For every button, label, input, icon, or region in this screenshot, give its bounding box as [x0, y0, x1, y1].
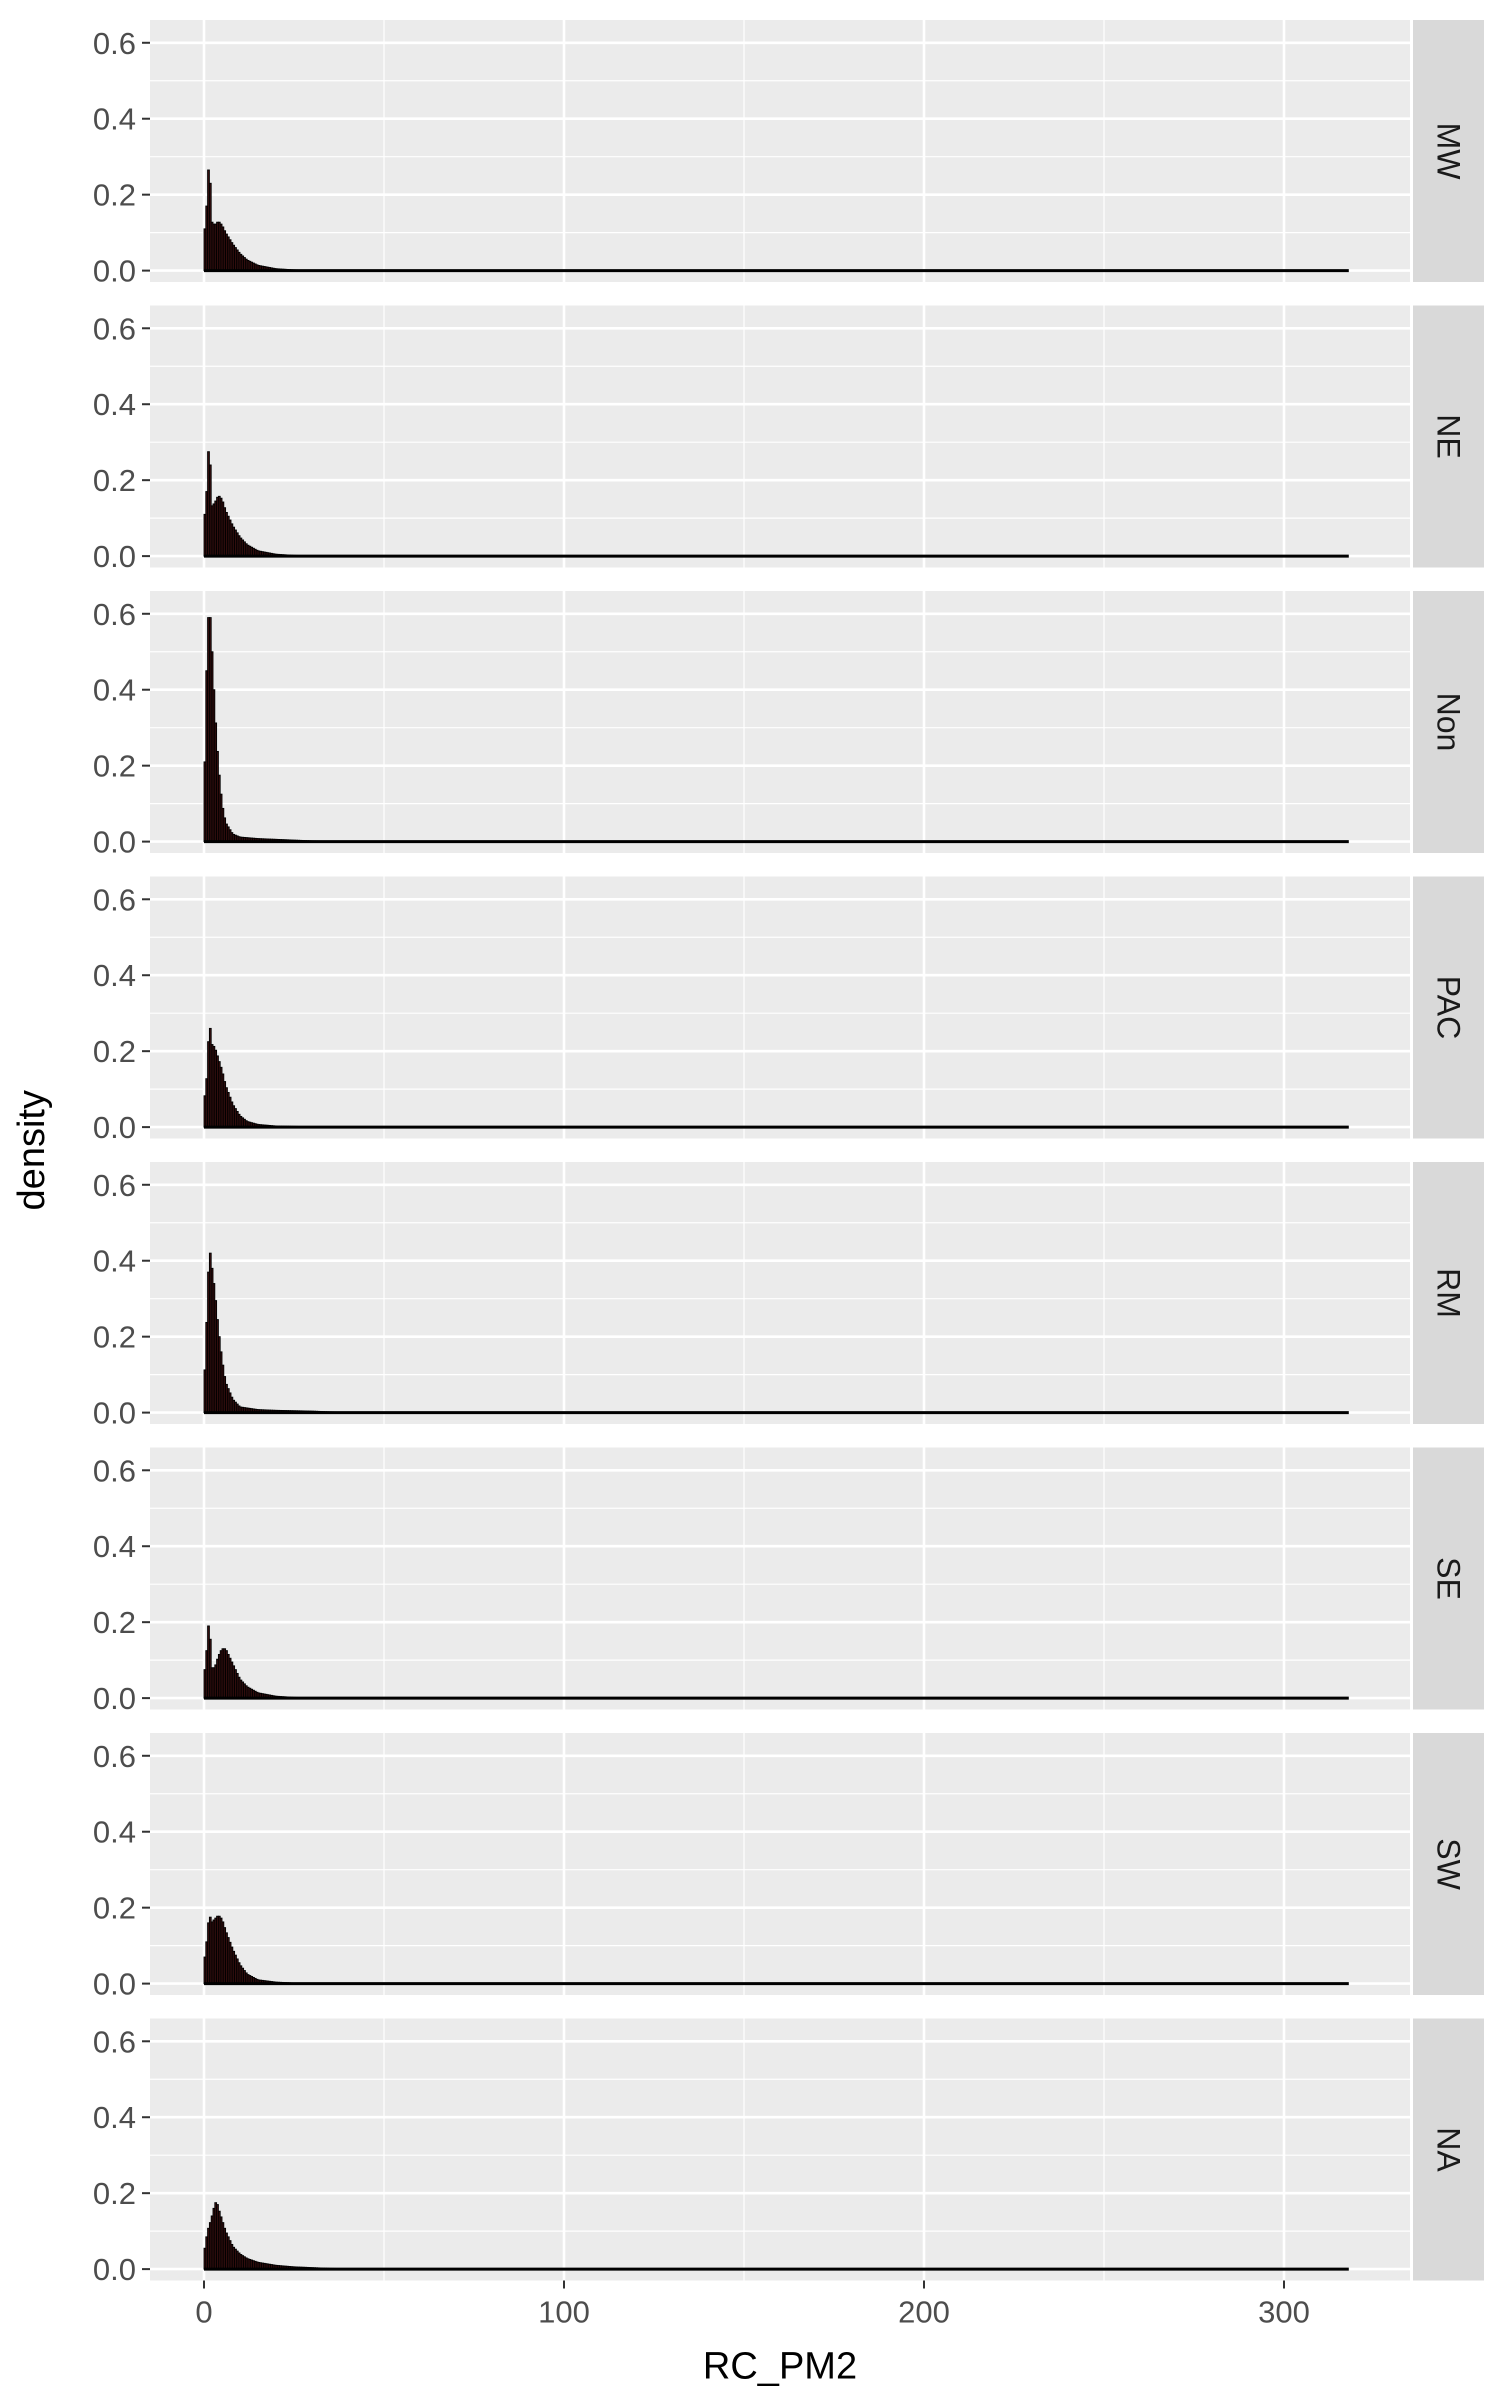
- y-tick-label: 0.6: [93, 311, 136, 346]
- facet-panel-ne: 0.0 0.2 0.4 0.6 NE: [93, 305, 1484, 574]
- panel-background: [150, 20, 1410, 282]
- y-tick-label: 0.6: [93, 1168, 136, 1203]
- y-tick-label: 0.4: [93, 673, 136, 708]
- y-tick-label: 0.0: [93, 1681, 136, 1716]
- y-tick-label: 0.4: [93, 1244, 136, 1279]
- panel-background: [150, 876, 1410, 1139]
- y-tick-label: 0.0: [93, 1396, 136, 1431]
- y-tick-label: 0.0: [93, 539, 136, 574]
- facet-strip: [1413, 20, 1484, 282]
- y-tick-label: 0.6: [93, 597, 136, 632]
- x-tick-label: 300: [1258, 2295, 1310, 2330]
- y-tick-label: 0.4: [93, 1815, 136, 1850]
- facet-strip: [1413, 2018, 1484, 2281]
- panel-background: [150, 1733, 1410, 1995]
- panel-background: [150, 1162, 1410, 1424]
- facet-strip: [1413, 1447, 1484, 1710]
- y-tick-label: 0.0: [93, 1110, 136, 1145]
- facet-strip-label: MW: [1431, 123, 1467, 181]
- histogram-non: [203, 617, 421, 843]
- y-tick-label: 0.0: [93, 1967, 136, 2002]
- x-tick-label: 200: [898, 2295, 950, 2330]
- y-tick-label: 0.6: [93, 1453, 136, 1488]
- facet-panel-na: 0.0 0.2 0.4 0.6 NA: [93, 2018, 1484, 2287]
- y-tick-label: 0.2: [93, 463, 136, 498]
- panel-background: [150, 591, 1410, 853]
- y-tick-label: 0.0: [93, 2252, 136, 2287]
- facet-strip-label: NE: [1431, 414, 1467, 458]
- y-tick-label: 0.2: [93, 749, 136, 784]
- facet-strip-label: SW: [1431, 1838, 1467, 1890]
- y-tick-label: 0.4: [93, 1529, 136, 1564]
- facet-strip-label: SE: [1431, 1557, 1467, 1600]
- y-tick-label: 0.6: [93, 2024, 136, 2059]
- y-tick-label: 0.6: [93, 26, 136, 61]
- panel-background: [150, 1447, 1410, 1710]
- y-tick-label: 0.4: [93, 102, 136, 137]
- y-tick-label: 0.2: [93, 178, 136, 213]
- y-tick-label: 0.2: [93, 2176, 136, 2211]
- y-tick-label: 0.0: [93, 254, 136, 289]
- panel-background: [150, 2018, 1410, 2281]
- y-tick-label: 0.4: [93, 387, 136, 422]
- y-tick-label: 0.4: [93, 958, 136, 993]
- facet-panel-non: 0.0 0.2 0.4 0.6 Non: [93, 591, 1484, 860]
- x-axis: 0 100 200 300: [195, 2280, 1310, 2330]
- x-axis-title: RC_PM2: [703, 2346, 857, 2388]
- y-tick-label: 0.2: [93, 1891, 136, 1926]
- panel-background: [150, 305, 1410, 568]
- facet-strip: [1413, 876, 1484, 1139]
- facet-strip-label: NA: [1431, 2127, 1467, 2172]
- facet-strip-label: PAC: [1431, 976, 1467, 1039]
- facet-panel-rm: 0.0 0.2 0.4 0.6 RM: [93, 1162, 1484, 1431]
- facet-strip-label: RM: [1431, 1268, 1467, 1318]
- y-tick-label: 0.6: [93, 1739, 136, 1774]
- y-tick-label: 0.2: [93, 1605, 136, 1640]
- facet-strip-label: Non: [1431, 693, 1467, 752]
- y-tick-label: 0.0: [93, 825, 136, 860]
- x-tick-label: 100: [538, 2295, 590, 2330]
- facet-strip: [1413, 1162, 1484, 1424]
- facet-panel-se: 0.0 0.2 0.4 0.6 SE: [93, 1447, 1484, 1716]
- y-tick-label: 0.6: [93, 882, 136, 917]
- facet-strip: [1413, 1733, 1484, 1995]
- x-tick-label: 0: [195, 2295, 212, 2330]
- facet-strip: [1413, 591, 1484, 853]
- facet-panel-sw: 0.0 0.2 0.4 0.6 SW: [93, 1733, 1484, 2002]
- facet-panel-mw: 0.0 0.2 0.4 0.6 MW: [93, 20, 1484, 289]
- facet-panels: 0.0 0.2 0.4 0.6 MW 0.0 0.2 0.4 0.6 NE 0.0 0.2 0.4 0.6…: [93, 20, 1484, 2287]
- y-axis-title: density: [11, 1090, 53, 1210]
- facet-panel-pac: 0.0 0.2 0.4 0.6 PAC: [93, 876, 1484, 1145]
- y-tick-label: 0.4: [93, 2100, 136, 2135]
- y-tick-label: 0.2: [93, 1320, 136, 1355]
- y-tick-label: 0.2: [93, 1034, 136, 1069]
- facet-strip: [1413, 305, 1484, 568]
